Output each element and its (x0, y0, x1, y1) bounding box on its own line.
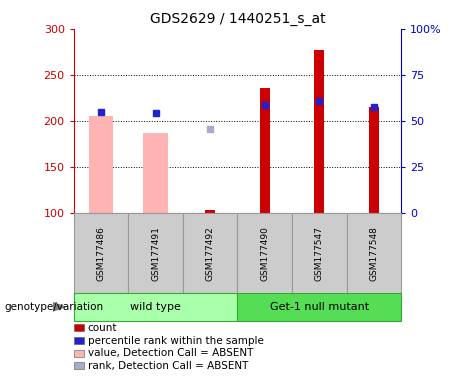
Text: GSM177492: GSM177492 (206, 226, 215, 281)
Text: GSM177548: GSM177548 (369, 226, 378, 281)
Bar (128, 213, 183, 294)
Bar (89, 116, 113, 213)
Text: rank, Detection Call = ABSENT: rank, Detection Call = ABSENT (88, 361, 248, 371)
Bar (205, 210, 215, 213)
Bar (292, 213, 347, 294)
Bar (237, 293, 401, 321)
Text: genotype/variation: genotype/variation (5, 302, 104, 312)
Bar (143, 133, 168, 213)
Bar (74, 213, 128, 294)
Polygon shape (53, 302, 67, 312)
Bar (237, 213, 292, 294)
Bar (183, 213, 237, 294)
Text: GSM177491: GSM177491 (151, 226, 160, 281)
Text: count: count (88, 323, 117, 333)
Bar (314, 50, 324, 213)
Bar (347, 213, 401, 294)
Text: GSM177486: GSM177486 (96, 226, 106, 281)
Text: value, Detection Call = ABSENT: value, Detection Call = ABSENT (88, 348, 253, 358)
Title: GDS2629 / 1440251_s_at: GDS2629 / 1440251_s_at (150, 12, 325, 26)
Text: wild type: wild type (130, 302, 181, 312)
Bar (369, 107, 378, 213)
Bar (260, 88, 270, 213)
Text: Get-1 null mutant: Get-1 null mutant (270, 302, 369, 312)
Text: percentile rank within the sample: percentile rank within the sample (88, 336, 264, 346)
Text: GSM177490: GSM177490 (260, 226, 269, 281)
Bar (74, 293, 237, 321)
Text: GSM177547: GSM177547 (315, 226, 324, 281)
